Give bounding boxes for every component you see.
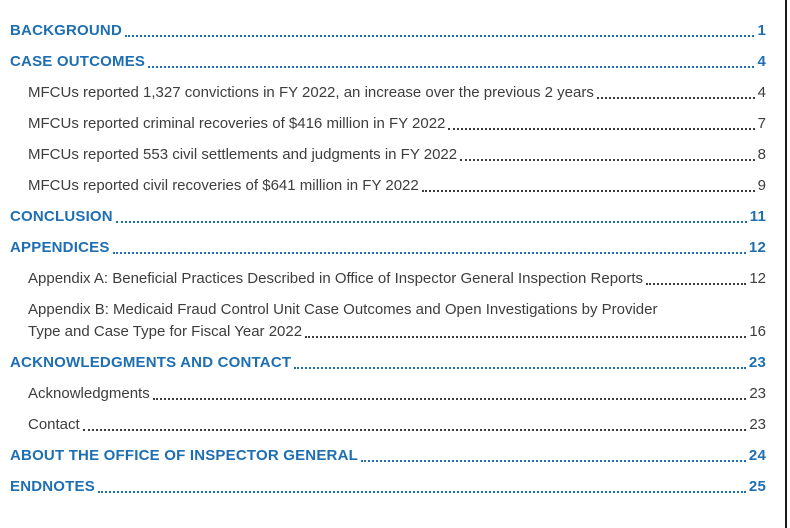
toc-entry[interactable]: ACKNOWLEDGMENTS AND CONTACT 23: [10, 353, 766, 373]
toc-entry-label: Type and Case Type for Fiscal Year 2022: [28, 323, 303, 340]
dot-leader: [421, 190, 755, 192]
page-number: 4: [757, 53, 766, 70]
page-number: 11: [749, 208, 766, 225]
dot-leader: [97, 491, 746, 493]
toc-entry[interactable]: MFCUs reported civil recoveries of $641 …: [10, 176, 766, 196]
dot-leader: [112, 252, 746, 254]
dot-leader: [460, 159, 755, 161]
toc-entry[interactable]: MFCUs reported criminal recoveries of $4…: [10, 114, 766, 134]
page-number: 8: [757, 146, 766, 163]
page-number: 4: [757, 84, 766, 101]
table-of-contents: BACKGROUND 1 CASE OUTCOMES 4 MFCUs repor…: [10, 21, 766, 497]
page-number: 23: [748, 354, 766, 371]
page-number: 12: [749, 270, 766, 287]
dot-leader: [360, 460, 746, 462]
toc-entry-label: BACKGROUND: [10, 22, 122, 39]
dot-leader: [115, 221, 747, 223]
toc-entry[interactable]: Type and Case Type for Fiscal Year 2022 …: [10, 322, 766, 342]
dot-leader: [646, 283, 747, 285]
dot-leader: [596, 97, 755, 99]
toc-entry[interactable]: Acknowledgments 23: [10, 384, 766, 404]
toc-entry[interactable]: MFCUs reported 1,327 convictions in FY 2…: [10, 83, 766, 103]
toc-entry-label: ABOUT THE OFFICE OF INSPECTOR GENERAL: [10, 447, 358, 464]
dot-leader: [305, 336, 747, 338]
toc-entry-label: Appendix A: Beneficial Practices Describ…: [28, 270, 644, 287]
toc-entry[interactable]: ABOUT THE OFFICE OF INSPECTOR GENERAL 24: [10, 446, 766, 466]
toc-entry-label: ENDNOTES: [10, 478, 95, 495]
toc-entry-label: MFCUs reported criminal recoveries of $4…: [28, 115, 446, 132]
dot-leader: [148, 66, 755, 68]
toc-entry[interactable]: CASE OUTCOMES 4: [10, 52, 766, 72]
toc-entry[interactable]: APPENDICES 12: [10, 238, 766, 258]
toc-entry[interactable]: CONCLUSION 11: [10, 207, 766, 227]
page-number: 12: [748, 239, 766, 256]
toc-entry[interactable]: MFCUs reported 553 civil settlements and…: [10, 145, 766, 165]
toc-entry-label: APPENDICES: [10, 239, 110, 256]
page-number: 7: [757, 115, 766, 132]
page-number: 16: [749, 323, 766, 340]
dot-leader: [82, 429, 747, 431]
toc-entry[interactable]: ENDNOTES 25: [10, 477, 766, 497]
toc-entry[interactable]: Appendix B: Medicaid Fraud Control Unit …: [10, 300, 766, 320]
page-number: 23: [749, 385, 766, 402]
toc-entry[interactable]: Appendix A: Beneficial Practices Describ…: [10, 269, 766, 289]
page-number: 25: [748, 478, 766, 495]
toc-entry-label: MFCUs reported 553 civil settlements and…: [28, 146, 458, 163]
toc-entry-label: Contact: [28, 416, 80, 433]
page-edge-line: [785, 0, 787, 528]
toc-entry-label: CONCLUSION: [10, 208, 113, 225]
page-number: 24: [748, 447, 766, 464]
page-number: 23: [749, 416, 766, 433]
toc-entry-label: ACKNOWLEDGMENTS AND CONTACT: [10, 354, 292, 371]
dot-leader: [152, 398, 747, 400]
page-number: 9: [757, 177, 766, 194]
toc-entry-label: MFCUs reported 1,327 convictions in FY 2…: [28, 84, 594, 101]
dot-leader: [294, 367, 746, 369]
toc-entry-label: CASE OUTCOMES: [10, 53, 146, 70]
toc-entry-label: Acknowledgments: [28, 385, 150, 402]
toc-entry[interactable]: Contact 23: [10, 415, 766, 435]
page-number: 1: [757, 22, 766, 39]
dot-leader: [448, 128, 755, 130]
toc-entry-label: Appendix B: Medicaid Fraud Control Unit …: [28, 301, 658, 318]
dot-leader: [125, 35, 755, 37]
toc-entry-label: MFCUs reported civil recoveries of $641 …: [28, 177, 419, 194]
toc-entry[interactable]: BACKGROUND 1: [10, 21, 766, 41]
